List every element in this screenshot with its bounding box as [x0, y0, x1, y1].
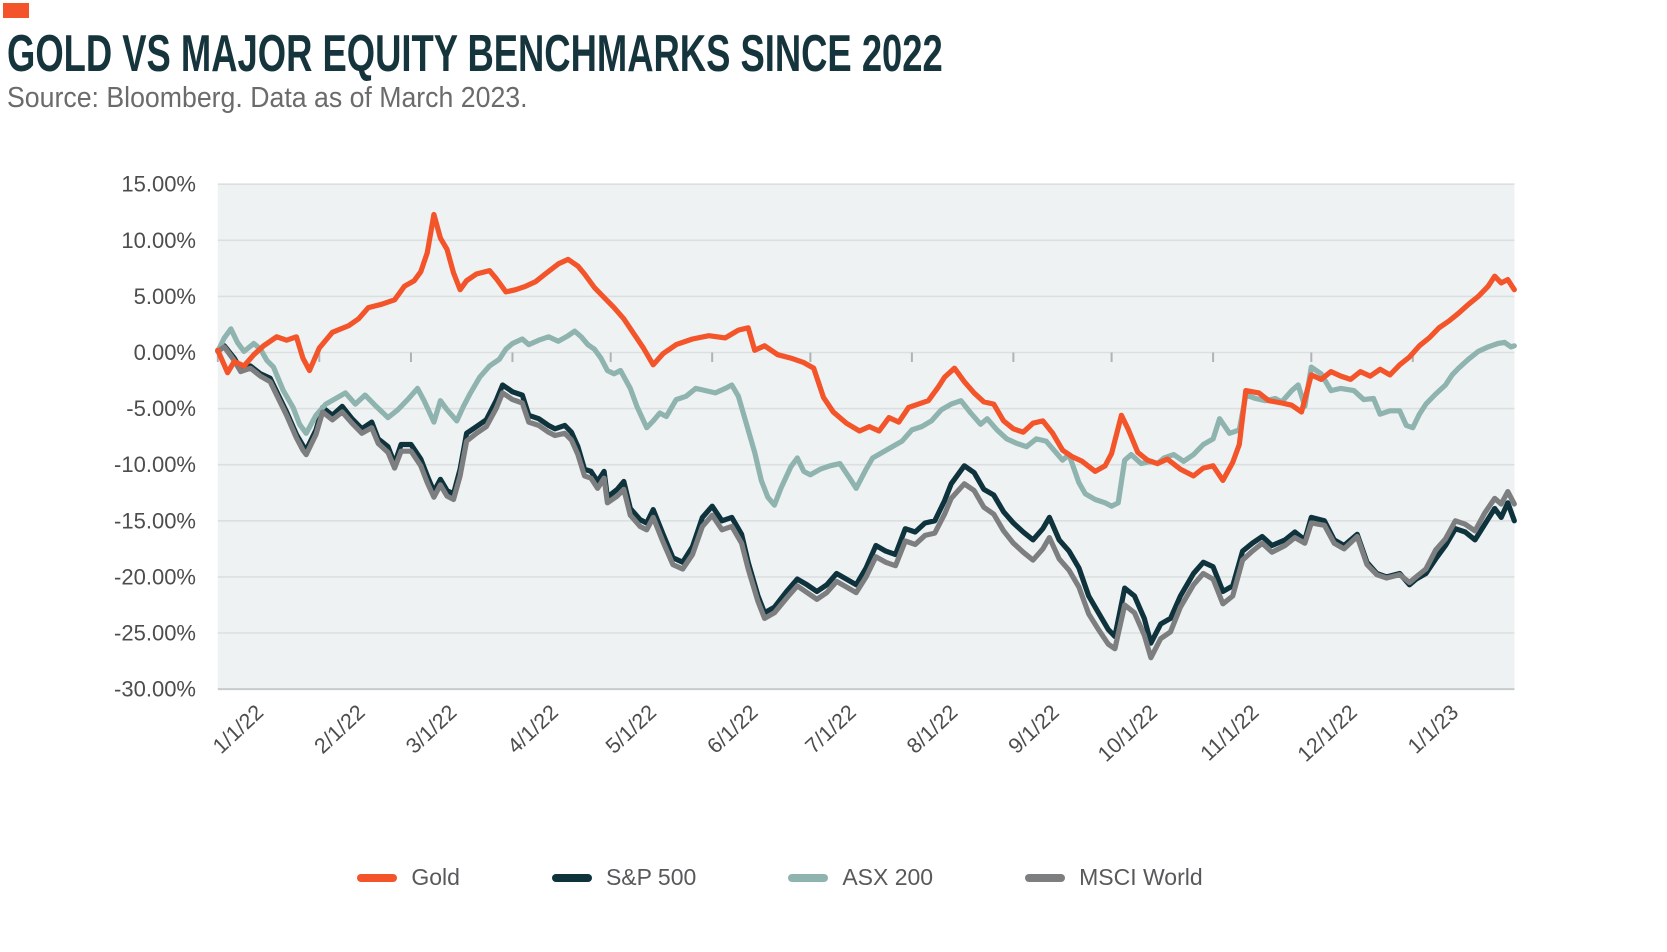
legend-swatch-sp-500 [551, 873, 592, 882]
y-axis-tick-label: -20.00% [114, 564, 196, 589]
y-axis-tick-label: -25.00% [114, 621, 196, 646]
series-line-asx-200 [215, 326, 1517, 509]
series-line-msci-world [215, 344, 1517, 661]
series-line-gold [215, 211, 1517, 483]
legend-label-sp-500: S&P 500 [605, 864, 697, 890]
x-axis-tick-label: 5/1/22 [601, 700, 661, 758]
y-axis-tick-label: 10.00% [121, 228, 196, 253]
x-axis-tick-label: 10/1/22 [1093, 700, 1162, 766]
x-axis-tick-label: 6/1/22 [702, 700, 762, 758]
y-axis-tick-label: -30.00% [114, 677, 196, 702]
x-axis-tick-label: 11/1/22 [1196, 700, 1264, 765]
legend-item-msci-world: MSCI World [1025, 864, 1203, 891]
x-axis-tick-label: 9/1/22 [1004, 700, 1064, 758]
x-axis-tick-label: 1/1/22 [208, 700, 268, 758]
legend-item-sp-500: S&P 500 [551, 864, 697, 891]
legend-swatch-asx-200 [788, 873, 829, 882]
x-axis-tick-label: 8/1/22 [902, 700, 962, 758]
legend-label-asx-200: ASX 200 [842, 864, 934, 890]
y-axis-tick-label: -10.00% [114, 452, 196, 477]
y-axis-tick-label: 15.00% [121, 172, 196, 197]
accent-bar [3, 3, 29, 18]
y-axis-tick-label: -5.00% [126, 396, 196, 421]
y-axis-tick-label: 5.00% [134, 284, 196, 309]
x-axis-tick-label: 4/1/22 [503, 700, 563, 758]
x-axis-tick-label: 3/1/22 [401, 700, 461, 758]
page-subtitle: Source: Bloomberg. Data as of March 2023… [7, 82, 528, 114]
page-title: GOLD VS MAJOR EQUITY BENCHMARKS SINCE 20… [7, 25, 943, 83]
x-axis-tick-label: 2/1/22 [310, 700, 370, 758]
y-axis-tick-label: -15.00% [114, 508, 196, 533]
plot-area [217, 184, 1515, 690]
x-axis-tick-label: 1/1/23 [1403, 700, 1463, 758]
series-line-sp-500 [215, 343, 1517, 646]
y-axis-tick-label: 0.00% [134, 340, 196, 365]
legend-item-asx-200: ASX 200 [788, 864, 933, 891]
legend-swatch-gold [357, 873, 398, 882]
legend-label-msci-world: MSCI World [1079, 864, 1203, 890]
legend-swatch-msci-world [1025, 873, 1066, 882]
x-axis-tick-label: 7/1/22 [801, 700, 861, 758]
chart-legend: Gold S&P 500 ASX 200 MSCI World [0, 864, 1560, 891]
legend-item-gold: Gold [357, 864, 460, 891]
legend-label-gold: Gold [411, 864, 460, 890]
x-axis-tick-label: 12/1/22 [1293, 700, 1362, 766]
